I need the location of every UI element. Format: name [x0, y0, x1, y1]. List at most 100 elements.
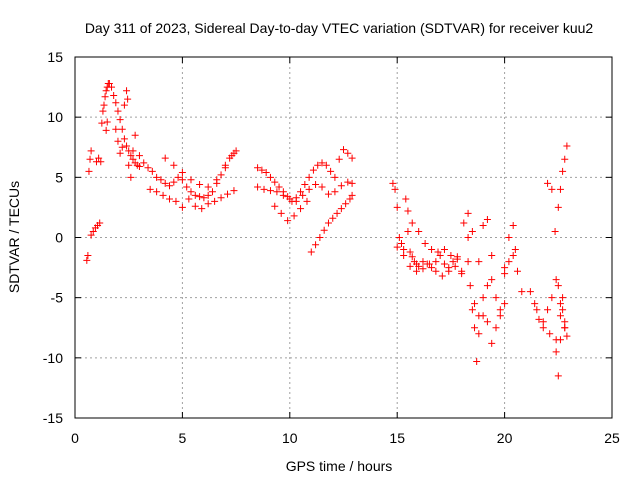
data-point — [230, 187, 238, 195]
data-point — [342, 200, 350, 208]
data-point — [196, 181, 204, 189]
series-late-mid — [471, 252, 526, 320]
y-axis-label: SDTVAR / TECUs — [6, 181, 22, 293]
data-point — [161, 179, 169, 187]
data-point — [174, 173, 182, 181]
data-point — [301, 181, 309, 189]
data-point — [432, 258, 440, 266]
data-point — [144, 164, 152, 172]
data-point — [333, 209, 341, 217]
data-point — [533, 306, 541, 314]
data-point — [266, 187, 274, 195]
data-point — [561, 324, 569, 332]
series-morning-low — [146, 185, 238, 213]
x-axis-ticks: 0 5 10 15 20 25 — [71, 57, 620, 446]
data-point — [89, 227, 97, 235]
data-point — [348, 154, 356, 162]
data-point — [501, 300, 509, 308]
y-axis-ticks: -15 -10 -5 0 5 10 15 — [43, 49, 612, 426]
data-point — [563, 332, 571, 340]
data-point — [492, 294, 500, 302]
data-point — [232, 147, 240, 155]
data-point — [131, 131, 139, 139]
data-point — [318, 183, 326, 191]
data-point — [112, 99, 120, 107]
series-morning-upper — [161, 147, 240, 191]
data-point — [198, 205, 206, 213]
data-point — [400, 246, 408, 254]
data-point — [505, 258, 513, 266]
data-point — [123, 87, 131, 95]
x-tick-label: 20 — [497, 430, 513, 446]
x-tick-label: 10 — [282, 430, 298, 446]
data-point — [464, 258, 472, 266]
data-point — [488, 252, 496, 260]
data-point — [254, 183, 262, 191]
data-point — [320, 226, 328, 234]
data-point — [153, 173, 161, 181]
data-point — [85, 167, 93, 175]
data-point — [271, 178, 279, 186]
data-point — [559, 167, 567, 175]
data-point — [501, 264, 509, 272]
data-point — [172, 197, 180, 205]
data-point — [211, 197, 219, 205]
data-point — [116, 149, 124, 157]
data-point — [221, 164, 229, 172]
data-point — [539, 324, 547, 332]
series-evening-lower — [533, 306, 569, 356]
data-point — [178, 176, 186, 184]
series-peak-spread — [112, 87, 139, 181]
y-tick-label: 10 — [47, 109, 63, 125]
data-point — [153, 188, 161, 196]
data-point — [335, 155, 343, 163]
data-point — [556, 312, 564, 320]
data-point — [271, 202, 279, 210]
data-point — [554, 372, 562, 380]
data-point — [513, 267, 521, 275]
data-point — [552, 348, 560, 356]
data-point — [337, 182, 345, 190]
data-point — [475, 258, 483, 266]
data-point — [87, 147, 95, 155]
y-tick-label: 5 — [55, 169, 63, 185]
data-point — [548, 294, 556, 302]
data-point — [415, 262, 423, 270]
data-point — [479, 294, 487, 302]
data-point — [397, 240, 405, 248]
data-point — [101, 93, 109, 101]
data-point — [531, 300, 539, 308]
data-point — [277, 209, 285, 217]
data-point — [436, 252, 444, 260]
data-point — [312, 181, 320, 189]
data-point — [327, 167, 335, 175]
data-point — [279, 191, 287, 199]
data-point — [526, 288, 534, 296]
data-point — [159, 191, 167, 199]
data-point — [419, 265, 427, 273]
data-point — [554, 203, 562, 211]
data-point — [340, 146, 347, 154]
data-point — [120, 135, 128, 143]
data-point — [204, 183, 212, 191]
data-point — [552, 276, 560, 284]
data-point — [116, 116, 124, 124]
chart-title: Day 311 of 2023, Sidereal Day-to-day VTE… — [85, 20, 594, 36]
data-point — [98, 119, 106, 127]
data-point — [391, 185, 399, 193]
data-point — [404, 227, 412, 235]
data-point — [535, 315, 543, 323]
data-point — [273, 188, 281, 196]
data-point — [496, 312, 504, 320]
data-point — [344, 178, 352, 186]
data-point — [187, 188, 195, 196]
data-point — [393, 243, 401, 251]
data-point — [475, 312, 483, 320]
data-point — [509, 252, 517, 260]
data-point — [204, 200, 212, 208]
data-point — [556, 185, 564, 193]
data-point — [393, 203, 401, 211]
data-point — [428, 264, 436, 272]
data-point — [83, 256, 91, 264]
data-point — [95, 154, 103, 162]
